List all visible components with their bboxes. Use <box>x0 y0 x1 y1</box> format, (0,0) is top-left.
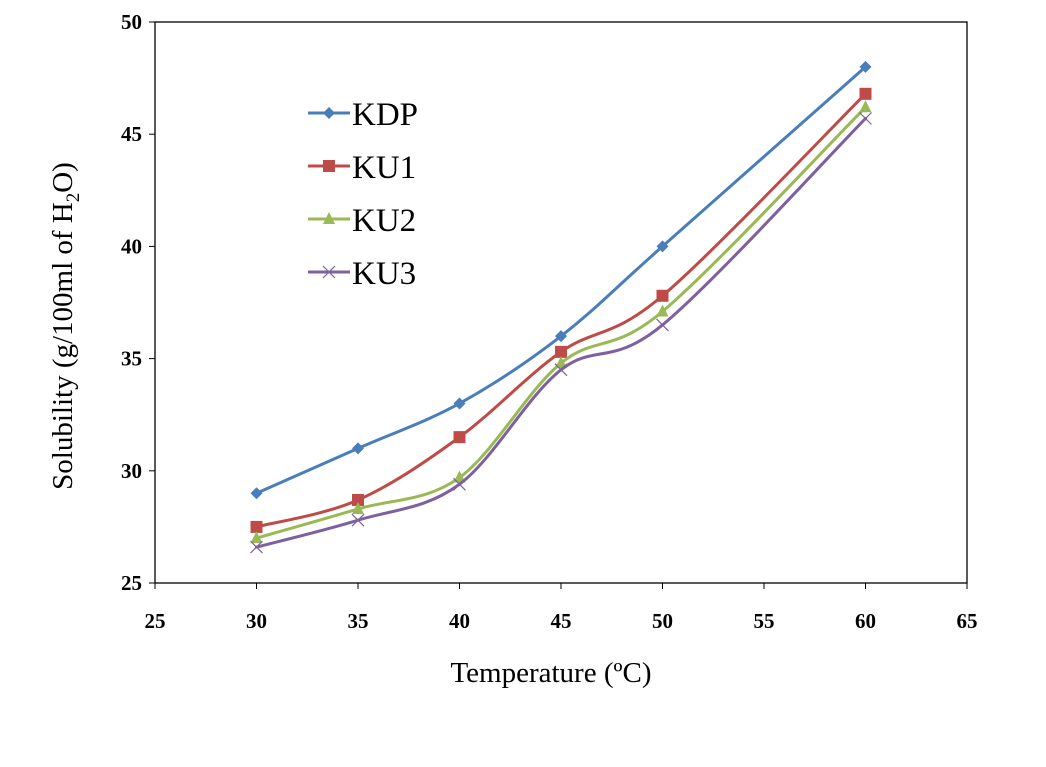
x-axis: 25 30 35 40 45 50 55 60 65 <box>145 583 978 633</box>
y-axis-title-sub: 2 <box>63 193 84 203</box>
x-tick-label: 65 <box>957 609 978 633</box>
legend-item-kdp: KDP <box>308 97 418 133</box>
legend-label: KU2 <box>352 203 416 239</box>
x-tick-label: 55 <box>754 609 775 633</box>
plot-area <box>154 21 968 584</box>
data-point-ku2 <box>859 100 872 113</box>
data-point-ku1 <box>656 289 669 302</box>
data-point-ku3 <box>250 540 263 554</box>
data-point-ku1 <box>453 431 466 444</box>
y-tick-label: 35 <box>121 347 142 371</box>
legend-item-ku2: KU2 <box>308 203 416 239</box>
series-ku2 <box>250 100 872 544</box>
data-point-ku2 <box>656 304 669 317</box>
x-tick-label: 25 <box>145 609 166 633</box>
data-point-ku1 <box>352 493 364 506</box>
series-ku3 <box>250 112 872 554</box>
data-point-kdp <box>453 397 466 410</box>
data-point-ku1 <box>250 520 263 533</box>
x-tick-label: 35 <box>348 609 369 633</box>
data-point-ku3 <box>656 318 669 332</box>
y-axis: 25 30 35 40 45 50 <box>121 10 155 595</box>
legend-label: KU3 <box>352 256 416 292</box>
series-ku1 <box>250 87 872 533</box>
data-point-ku3 <box>859 112 872 125</box>
x-tick-label: 40 <box>449 609 470 633</box>
y-axis-title-pre: Solubility (g/100ml of H <box>47 202 79 490</box>
data-point-kdp <box>656 240 669 253</box>
y-tick-label: 30 <box>121 459 142 483</box>
y-tick-label: 25 <box>121 571 142 595</box>
legend-marker <box>322 265 336 279</box>
data-point-kdp <box>250 487 263 500</box>
data-point-ku2 <box>250 531 263 544</box>
data-point-ku2 <box>555 356 567 369</box>
y-tick-label: 50 <box>121 10 142 34</box>
x-tick-label: 50 <box>652 609 673 633</box>
data-point-kdp <box>555 330 567 343</box>
legend: KDP KU1 KU2 KU3 <box>308 97 418 292</box>
data-point-ku3 <box>554 363 568 377</box>
legend-item-ku1: KU1 <box>308 150 416 186</box>
y-tick-label: 40 <box>121 234 142 258</box>
legend-label: KDP <box>352 97 418 133</box>
data-point-ku3 <box>453 477 466 491</box>
x-tick-label: 30 <box>246 609 267 633</box>
data-point-kdp <box>859 60 872 73</box>
data-point-ku3 <box>351 513 365 527</box>
legend-label: KU1 <box>352 150 416 186</box>
series-layer <box>250 60 872 554</box>
x-tick-label: 60 <box>855 609 876 633</box>
legend-marker <box>323 107 335 119</box>
data-point-ku1 <box>555 345 567 358</box>
x-tick-label: 45 <box>551 609 572 633</box>
legend-marker <box>323 160 335 172</box>
data-point-ku2 <box>453 470 466 483</box>
x-axis-title: Temperature (ºC) <box>450 657 651 689</box>
data-point-ku1 <box>859 87 872 100</box>
data-point-ku2 <box>352 501 364 514</box>
legend-marker <box>323 212 335 224</box>
y-tick-label: 45 <box>121 122 142 146</box>
legend-item-ku3: KU3 <box>308 256 416 292</box>
y-axis-title-post: O) <box>47 162 79 193</box>
series-kdp <box>250 60 872 500</box>
y-axis-title: Solubility (g/100ml of H2O) <box>47 162 84 490</box>
data-point-kdp <box>352 442 364 455</box>
